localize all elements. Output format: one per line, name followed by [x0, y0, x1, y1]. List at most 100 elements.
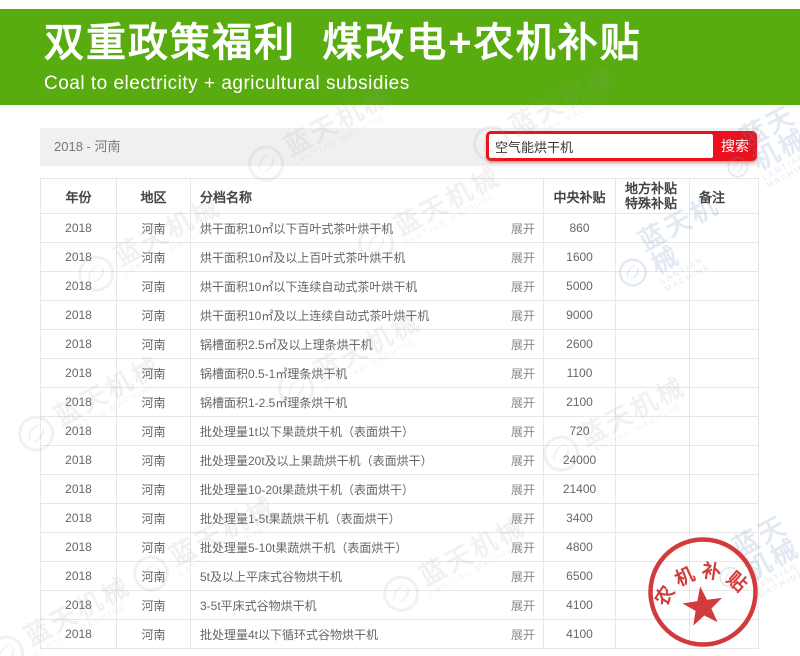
cell-year: 2018 [40, 590, 117, 620]
table-row: 2018 河南 烘干面积10㎡及以上连续自动式茶叶烘干机 展开 9000 [40, 300, 759, 330]
col-header-name: 分档名称 [190, 178, 544, 214]
cell-name: 批处理量20t及以上果蔬烘干机（表面烘干） 展开 [190, 445, 544, 475]
cell-central-subsidy: 9000 [543, 300, 616, 330]
cell-year: 2018 [40, 213, 117, 243]
expand-link[interactable]: 展开 [510, 366, 535, 381]
expand-link[interactable]: 展开 [510, 598, 535, 613]
search-button[interactable]: 搜索 [713, 131, 757, 161]
cell-central-subsidy: 3400 [543, 503, 616, 533]
item-name: 锅槽面积1-2.5㎡理条烘干机 [200, 395, 348, 410]
cell-note [689, 387, 759, 417]
cell-central-subsidy: 4100 [543, 590, 616, 620]
cell-name: 锅槽面积0.5-1㎡理条烘干机 展开 [190, 358, 544, 388]
cell-year: 2018 [40, 416, 117, 446]
cell-year: 2018 [40, 329, 117, 359]
cell-local-subsidy [615, 329, 690, 359]
item-name: 5t及以上平床式谷物烘干机 [200, 569, 343, 584]
search-bar: 搜索 [486, 131, 757, 161]
cell-year: 2018 [40, 242, 117, 272]
table-row: 2018 河南 烘干面积10㎡以下百叶式茶叶烘干机 展开 860 [40, 213, 759, 243]
cell-note [689, 329, 759, 359]
cell-name: 烘干面积10㎡及以上连续自动式茶叶烘干机 展开 [190, 300, 544, 330]
cell-central-subsidy: 4100 [543, 619, 616, 649]
expand-link[interactable]: 展开 [510, 221, 535, 236]
cell-local-subsidy [615, 445, 690, 475]
cell-region: 河南 [116, 503, 191, 533]
item-name: 批处理量20t及以上果蔬烘干机（表面烘干） [200, 453, 433, 468]
item-name: 3-5t平床式谷物烘干机 [200, 598, 317, 613]
expand-link[interactable]: 展开 [510, 453, 535, 468]
expand-link[interactable]: 展开 [510, 511, 535, 526]
cell-year: 2018 [40, 445, 117, 475]
expand-link[interactable]: 展开 [510, 424, 535, 439]
col-header-region: 地区 [116, 178, 191, 214]
item-name: 锅槽面积2.5㎡及以上理条烘干机 [200, 337, 373, 352]
item-name: 烘干面积10㎡及以上百叶式茶叶烘干机 [200, 250, 406, 265]
expand-link[interactable]: 展开 [510, 540, 535, 555]
expand-link[interactable]: 展开 [510, 279, 535, 294]
cell-local-subsidy [615, 561, 690, 591]
cell-note [689, 590, 759, 620]
cell-region: 河南 [116, 329, 191, 359]
cell-local-subsidy [615, 503, 690, 533]
cell-name: 批处理量1-5t果蔬烘干机（表面烘干） 展开 [190, 503, 544, 533]
page-title: 双重政策福利 煤改电+农机补贴 [44, 21, 642, 65]
subsidy-table: 年份 地区 分档名称 中央补贴 地方补贴 特殊补贴 备注 2018 河南 烘干面… [40, 178, 759, 649]
table-row: 2018 河南 批处理量1-5t果蔬烘干机（表面烘干） 展开 3400 [40, 503, 759, 533]
cell-name: 锅槽面积1-2.5㎡理条烘干机 展开 [190, 387, 544, 417]
table-row: 2018 河南 烘干面积10㎡及以上百叶式茶叶烘干机 展开 1600 [40, 242, 759, 272]
cell-central-subsidy: 24000 [543, 445, 616, 475]
cell-region: 河南 [116, 561, 191, 591]
expand-link[interactable]: 展开 [510, 395, 535, 410]
filter-label: 2018 - 河南 [54, 139, 121, 154]
expand-link[interactable]: 展开 [510, 250, 535, 265]
cell-note [689, 271, 759, 301]
lantian-logo-icon [0, 635, 25, 656]
cell-name: 锅槽面积2.5㎡及以上理条烘干机 展开 [190, 329, 544, 359]
cell-region: 河南 [116, 619, 191, 649]
cell-year: 2018 [40, 300, 117, 330]
item-name: 锅槽面积0.5-1㎡理条烘干机 [200, 366, 348, 381]
cell-region: 河南 [116, 445, 191, 475]
item-name: 批处理量10-20t果蔬烘干机（表面烘干） [200, 482, 415, 497]
col-header-note: 备注 [689, 178, 759, 214]
cell-note [689, 416, 759, 446]
page-header: 双重政策福利 煤改电+农机补贴 Coal to electricity + ag… [0, 9, 800, 105]
table-row: 2018 河南 锅槽面积0.5-1㎡理条烘干机 展开 1100 [40, 358, 759, 388]
expand-link[interactable]: 展开 [510, 308, 535, 323]
cell-local-subsidy [615, 358, 690, 388]
item-name: 批处理量1t以下果蔬烘干机（表面烘干） [200, 424, 415, 439]
item-name: 烘干面积10㎡以下连续自动式茶叶烘干机 [200, 279, 418, 294]
cell-local-subsidy [615, 300, 690, 330]
cell-year: 2018 [40, 271, 117, 301]
cell-name: 3-5t平床式谷物烘干机 展开 [190, 590, 544, 620]
col-header-year: 年份 [40, 178, 117, 214]
cell-central-subsidy: 720 [543, 416, 616, 446]
cell-central-subsidy: 5000 [543, 271, 616, 301]
cell-region: 河南 [116, 416, 191, 446]
cell-name: 烘干面积10㎡以下连续自动式茶叶烘干机 展开 [190, 271, 544, 301]
cell-name: 烘干面积10㎡以下百叶式茶叶烘干机 展开 [190, 213, 544, 243]
cell-local-subsidy [615, 213, 690, 243]
expand-link[interactable]: 展开 [510, 482, 535, 497]
table-row: 2018 河南 批处理量1t以下果蔬烘干机（表面烘干） 展开 720 [40, 416, 759, 446]
cell-name: 批处理量10-20t果蔬烘干机（表面烘干） 展开 [190, 474, 544, 504]
cell-local-subsidy [615, 619, 690, 649]
cell-year: 2018 [40, 474, 117, 504]
cell-note [689, 619, 759, 649]
cell-central-subsidy: 1100 [543, 358, 616, 388]
cell-local-subsidy [615, 416, 690, 446]
cell-central-subsidy: 6500 [543, 561, 616, 591]
cell-region: 河南 [116, 213, 191, 243]
cell-name: 烘干面积10㎡及以上百叶式茶叶烘干机 展开 [190, 242, 544, 272]
expand-link[interactable]: 展开 [510, 569, 535, 584]
search-input[interactable] [489, 134, 713, 158]
cell-region: 河南 [116, 590, 191, 620]
expand-link[interactable]: 展开 [510, 337, 535, 352]
cell-region: 河南 [116, 358, 191, 388]
cell-central-subsidy: 2600 [543, 329, 616, 359]
filter-toolbar: 2018 - 河南 搜索 [40, 128, 758, 166]
expand-link[interactable]: 展开 [510, 627, 535, 642]
item-name: 批处理量5-10t果蔬烘干机（表面烘干） [200, 540, 408, 555]
